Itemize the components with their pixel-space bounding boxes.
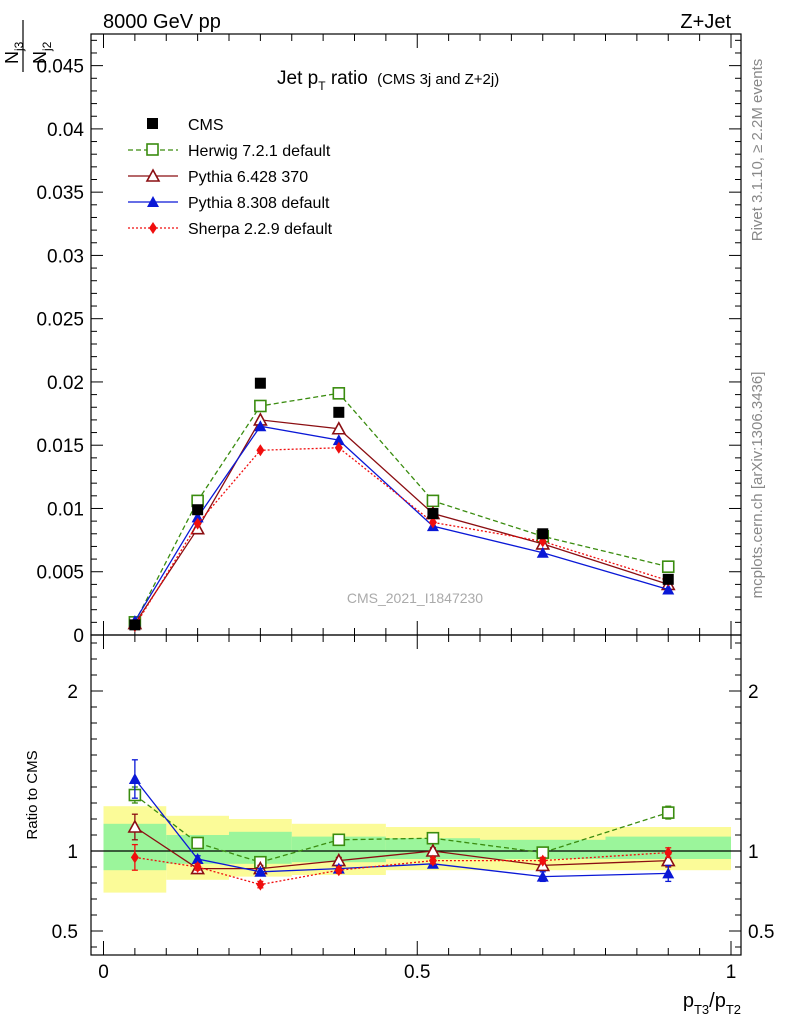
- svg-text:Nj3: Nj3: [2, 41, 26, 64]
- legend-label-pythia6: Pythia 6.428 370: [188, 169, 308, 186]
- ratio-series-point: [538, 854, 547, 867]
- ratio-series-point: [191, 836, 204, 850]
- chart-subtitle: (CMS 3j and Z+2j): [377, 71, 499, 88]
- main-ytick-label: 0.01: [47, 499, 84, 520]
- ratio-series-point: [130, 851, 139, 864]
- ratio-xtick-label: 1: [726, 962, 737, 983]
- main-ytick-label: 0.02: [47, 373, 84, 394]
- main-series-point: [332, 434, 345, 446]
- ratio-series-point: [191, 853, 204, 864]
- main-x-axis: [103, 34, 732, 635]
- ratio-series-point: [536, 870, 549, 882]
- main-ytick-label: 0.03: [47, 246, 84, 267]
- ylabel-den: N: [30, 51, 50, 64]
- ratio-series-point: [426, 831, 440, 845]
- legend-marker-herwig: [146, 143, 159, 156]
- ratio-xtick-label: 0: [98, 962, 109, 983]
- ratio-ytick-label-right: 2: [748, 682, 759, 703]
- ratio-series-point: [662, 867, 675, 879]
- process-label: Z+Jet: [680, 11, 731, 33]
- legend-marker-cms: [147, 118, 158, 129]
- main-series-point: [426, 494, 440, 508]
- ratio-x-axis: 0 0.5 1: [98, 635, 736, 983]
- legend-marker-sherpa: [149, 222, 157, 234]
- ratio-ytick-label-right: 1: [748, 842, 759, 863]
- x-axis-label: pT3/pT2: [683, 990, 741, 1017]
- legend-label-cms: CMS: [188, 117, 224, 134]
- cms-data-point: [333, 406, 345, 418]
- legend-marker-pythia6: [145, 168, 161, 182]
- main-series-point: [193, 517, 202, 530]
- legend: CMS Herwig 7.2.1 default Pythia 6.428 37…: [128, 117, 333, 238]
- main-series-point: [661, 560, 675, 573]
- ratio-series-point: [428, 854, 437, 867]
- ratio-ytick-label-left: 1: [67, 842, 78, 863]
- main-ytick-label: 0.025: [36, 310, 84, 331]
- ratio-series-point: [332, 833, 346, 847]
- ratio-series-point: [661, 806, 675, 819]
- main-ytick-label: 0.045: [36, 57, 84, 78]
- ratio-ytick-label-right: 0.5: [748, 922, 774, 943]
- ratio-ytick-label-left: 2: [67, 682, 78, 703]
- main-series-point: [334, 441, 343, 454]
- ratio-ylabel: Ratio to CMS: [24, 750, 41, 839]
- main-series-line: [134, 392, 669, 623]
- main-series-point: [331, 421, 347, 435]
- cms-data-point: [129, 619, 141, 631]
- analysis-watermark: CMS_2021_I1847230: [347, 590, 483, 606]
- cms-data-point: [192, 504, 204, 516]
- main-series-group: [127, 377, 676, 633]
- legend-label-sherpa: Sherpa 2.2.9 default: [188, 221, 333, 238]
- energy-label: 8000 GeV pp: [103, 11, 221, 33]
- main-ytick-label: 0: [73, 626, 84, 647]
- main-series-point: [254, 399, 267, 413]
- ratio-series-point: [127, 819, 143, 833]
- main-ylabel: Nj3 Nj2: [2, 20, 54, 72]
- ratio-panel-frame: [90, 634, 742, 956]
- main-ytick-label: 0.005: [36, 563, 84, 584]
- cms-data-point: [427, 508, 439, 520]
- main-y-axis: 0 0.005 0.01 0.015 0.02 0.025 0.03 0.035 0.04 0.0…: [36, 39, 741, 647]
- main-series-point: [536, 546, 549, 558]
- svg-text:Nj2: Nj2: [30, 41, 54, 64]
- ratio-series-point: [193, 861, 202, 873]
- source-label: mcplots.cern.ch [arXiv:1306.3436]: [749, 372, 766, 599]
- ylabel-den-sub: j2: [40, 41, 54, 52]
- main-series-point: [256, 444, 265, 457]
- chart-title: Jet pT ratio (CMS 3j and Z+2j): [277, 68, 499, 93]
- ratio-y-axis: 0.5 0.5 1 1 2 2: [52, 642, 774, 948]
- rivet-label: Rivet 3.1.10, ≥ 2.2M events: [749, 59, 766, 242]
- ratio-xtick-label: 0.5: [404, 962, 430, 983]
- legend-marker-pythia8: [147, 196, 159, 207]
- ylabel-num-sub: j3: [12, 41, 26, 52]
- cms-data-point: [254, 377, 266, 389]
- ratio-series-point: [128, 773, 141, 784]
- cms-data-point: [537, 528, 549, 540]
- ratio-series-point: [254, 865, 267, 877]
- ratio-series-point: [256, 878, 265, 891]
- cms-data-point: [662, 573, 674, 585]
- legend-label-pythia8: Pythia 8.308 default: [188, 195, 330, 212]
- legend-label-herwig: Herwig 7.2.1 default: [188, 143, 331, 160]
- main-ytick-label: 0.035: [36, 183, 84, 204]
- ratio-series-group: [127, 759, 676, 891]
- main-series-point: [662, 583, 675, 595]
- main-series-point: [332, 387, 346, 400]
- ylabel-num: N: [2, 51, 22, 64]
- ratio-series-point: [664, 846, 673, 859]
- main-series-point: [428, 516, 437, 529]
- main-series-point: [254, 420, 267, 432]
- ratio-uncertainty-bands: [103, 806, 731, 893]
- ratio-series-point: [334, 864, 343, 877]
- main-ytick-label: 0.04: [47, 120, 84, 141]
- ratio-ytick-label-left: 0.5: [52, 922, 78, 943]
- main-ytick-label: 0.015: [36, 436, 84, 457]
